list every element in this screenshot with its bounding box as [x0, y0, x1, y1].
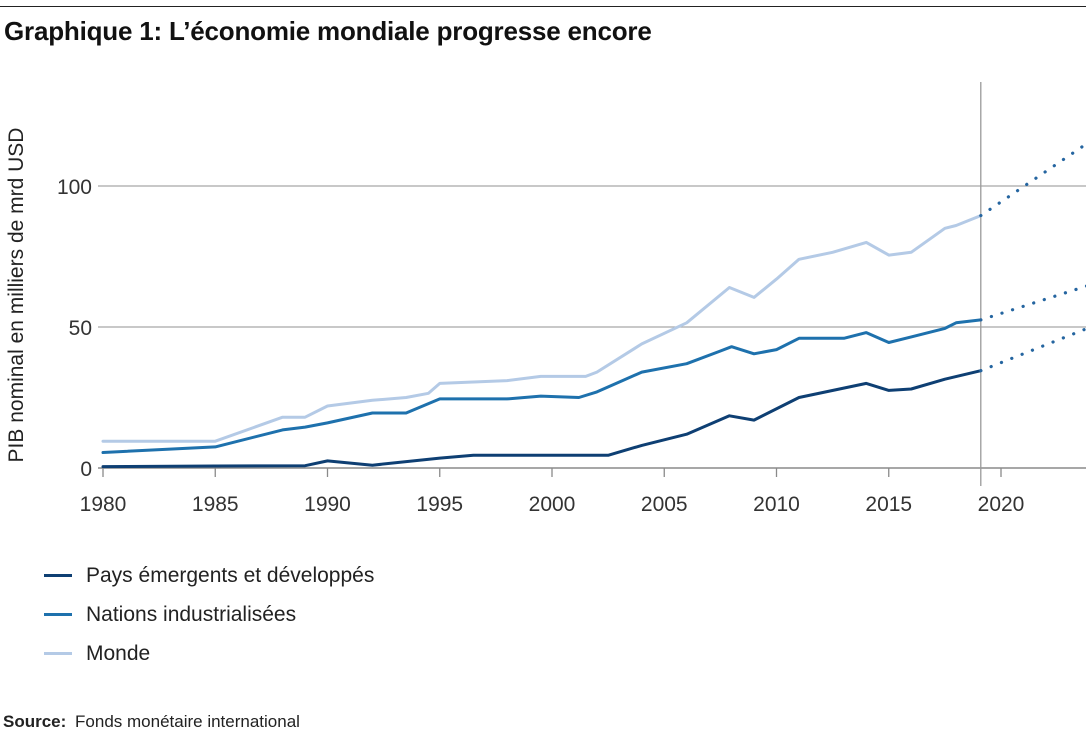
y-tick-label-100: 100: [57, 176, 92, 199]
x-tick-label-1980: 1980: [80, 493, 127, 516]
grid-layer: [98, 82, 1086, 486]
x-tick-label-1990: 1990: [304, 493, 351, 516]
series-line-industrial: [101, 318, 983, 454]
tick-layer: 0 50 100 1980 1985 1990 1995 2000 2005 2010 2015 20…: [57, 176, 1024, 516]
legend: Pays émergents et développés Nations ind…: [44, 556, 374, 673]
forecast-line-world: [979, 142, 1086, 218]
source-label: Source:: [3, 712, 67, 731]
forecast-line-industrial: [979, 284, 1086, 322]
legend-swatch-industrial: [44, 613, 72, 616]
series-line-emerging: [101, 369, 983, 469]
source-note: Source: Fonds monétaire international: [3, 712, 300, 732]
y-tick-label-0: 0: [80, 458, 92, 481]
chart-title: Graphique 1: L’économie mondiale progres…: [4, 16, 652, 46]
x-tick-label-2005: 2005: [641, 493, 688, 516]
x-tick-label-2010: 2010: [753, 493, 800, 516]
legend-label-world: Monde: [86, 641, 151, 665]
x-tick-label-2020: 2020: [978, 493, 1025, 516]
legend-swatch-world: [44, 652, 72, 655]
y-tick-label-50: 50: [69, 317, 92, 340]
legend-swatch-emerging: [44, 574, 72, 577]
legend-item-emerging: Pays émergents et développés: [44, 556, 374, 595]
series-line-world: [101, 214, 983, 443]
x-tick-label-2000: 2000: [529, 493, 576, 516]
legend-label-emerging: Pays émergents et développés: [86, 563, 375, 587]
forecast-line-emerging: [979, 327, 1086, 373]
x-tick-label-1995: 1995: [416, 493, 463, 516]
x-tick-label-2015: 2015: [865, 493, 912, 516]
source-text: Fonds monétaire international: [75, 712, 300, 731]
legend-label-industrial: Nations industrialisées: [86, 602, 297, 626]
legend-item-world: Monde: [44, 634, 374, 673]
x-tick-label-1985: 1985: [192, 493, 239, 516]
legend-item-industrial: Nations industrialisées: [44, 595, 374, 634]
y-axis-label: PIB nominal en milliers de mrd USD: [5, 128, 28, 463]
top-rule: [0, 6, 1086, 7]
series-layer: [101, 142, 1086, 469]
